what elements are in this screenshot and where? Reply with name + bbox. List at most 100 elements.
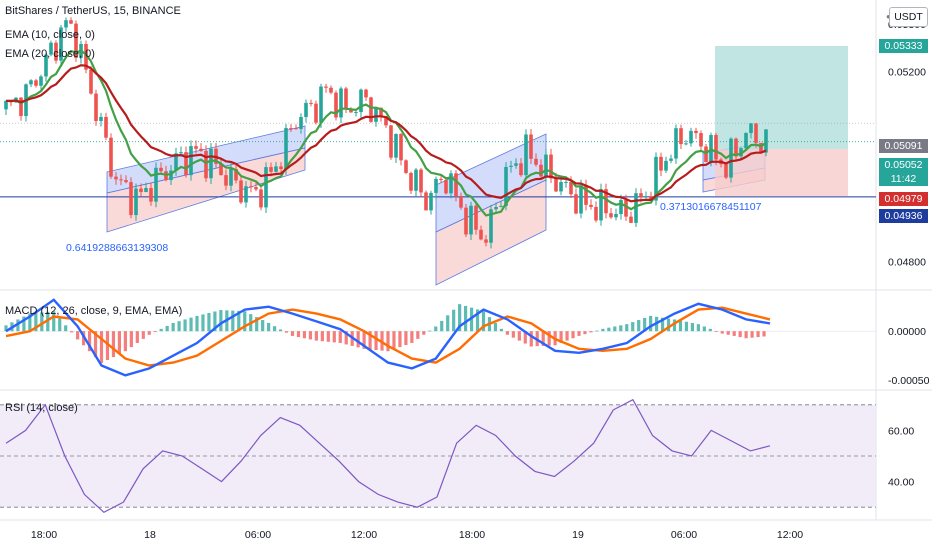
candle-body <box>619 199 623 215</box>
macd-histogram-bar <box>141 331 145 339</box>
macd-histogram-bar <box>505 331 509 335</box>
countdown-tag: 11:42 <box>879 172 928 186</box>
target-price-tag: 0.05333 <box>879 39 928 53</box>
macd-histogram-bar <box>296 331 301 338</box>
macd-histogram-bar <box>237 310 241 332</box>
currency-button[interactable]: USDT <box>889 7 928 27</box>
macd-pane <box>0 298 876 377</box>
macd-histogram-bar <box>93 331 98 358</box>
candle-body <box>294 128 298 130</box>
main-y-tick-label: 0.04800 <box>888 256 926 268</box>
macd-histogram-bar <box>386 331 390 352</box>
candle-body <box>579 185 583 214</box>
macd-histogram-bar <box>356 331 360 348</box>
candle-body <box>359 89 363 113</box>
candle-body <box>369 97 373 122</box>
candle-body <box>689 130 693 144</box>
macd-histogram-bar <box>87 331 92 352</box>
candle-body <box>389 125 393 158</box>
candle-body <box>524 134 528 176</box>
stop-price-tag: 0.05091 <box>879 139 928 153</box>
candle-body <box>414 169 418 191</box>
macd-signal-line <box>5 306 771 367</box>
macd-histogram-bar <box>177 321 181 332</box>
macd-histogram-bar <box>4 325 8 332</box>
macd-histogram-bar <box>756 331 760 338</box>
macd-histogram-bar <box>738 331 742 338</box>
macd-histogram-bar <box>111 331 116 358</box>
macd-histogram-bar <box>58 318 62 332</box>
long-target-zone <box>715 46 848 149</box>
rsi-line <box>5 398 771 514</box>
candle-body <box>594 206 598 221</box>
macd-histogram-bar <box>195 315 199 332</box>
macd-histogram-bar <box>338 331 342 343</box>
main-y-tick-label: 0.05200 <box>888 66 926 78</box>
macd-histogram-bar <box>183 319 187 332</box>
macd-legend[interactable]: MACD (12, 26, close, 9, EMA, EMA) <box>5 305 183 317</box>
macd-histogram-bar <box>607 327 611 332</box>
ema10-legend[interactable]: EMA (10, close, 0) <box>5 29 95 41</box>
macd-histogram-bar <box>129 331 133 348</box>
candle-body <box>454 173 458 197</box>
candle-body <box>464 207 468 235</box>
candle-body <box>274 166 278 172</box>
candle-body <box>549 154 553 179</box>
candle-body <box>644 196 648 198</box>
macd-histogram-bar <box>231 310 235 332</box>
candle-body <box>459 196 463 208</box>
macd-histogram-bar <box>613 326 617 332</box>
candle-body <box>654 156 658 201</box>
macd-histogram-bar <box>702 326 706 332</box>
candle-body <box>139 188 143 193</box>
candle-body <box>554 178 558 192</box>
macd-histogram-bar <box>649 315 653 332</box>
macd-histogram-bar <box>440 320 444 332</box>
candle-body <box>149 188 153 202</box>
candle-body <box>314 103 318 123</box>
candle-body <box>539 164 543 177</box>
candle-body <box>629 216 633 223</box>
macd-histogram-bar <box>541 331 545 346</box>
rsi-legend[interactable]: RSI (14, close) <box>5 402 78 414</box>
macd-histogram-bar <box>565 331 569 341</box>
macd-histogram-bar <box>374 331 378 351</box>
macd-histogram-bar <box>690 322 695 332</box>
candle-body <box>354 112 358 114</box>
lock-icon[interactable]: ● <box>886 12 891 21</box>
candle-body <box>109 137 113 177</box>
candle-body <box>94 93 98 122</box>
macd-histogram-bar <box>16 319 20 332</box>
candle-body <box>704 146 708 162</box>
chart-title: BitShares / TetherUS, 15, BINANCE <box>5 5 181 17</box>
hline-price-tag: 0.04936 <box>879 209 928 223</box>
candle-body <box>199 148 203 151</box>
macd-histogram-bar <box>481 311 486 332</box>
x-tick-label: 12:00 <box>777 529 803 541</box>
candle-body <box>239 180 243 203</box>
candle-body <box>89 69 93 94</box>
candle-body <box>329 87 333 93</box>
macd-histogram-bar <box>463 305 468 332</box>
macd-histogram-bar <box>117 331 122 355</box>
macd-histogram-bar <box>105 331 110 361</box>
candle-body <box>249 186 253 188</box>
macd-histogram-bar <box>159 328 163 332</box>
candle-body <box>659 156 663 171</box>
macd-histogram-bar <box>22 316 26 332</box>
candle-body <box>384 116 388 126</box>
candle-body <box>679 128 683 145</box>
candle-body <box>419 169 423 193</box>
candle-body <box>309 102 313 104</box>
ema20-legend[interactable]: EMA (20, close, 0) <box>5 48 95 60</box>
candle-body <box>184 152 188 176</box>
macd-histogram-bar <box>28 313 32 332</box>
candle-body <box>64 20 68 28</box>
macd-histogram-bar <box>290 331 295 336</box>
macd-histogram-bar <box>708 328 712 332</box>
candle-body <box>264 167 268 208</box>
candle-body <box>569 181 573 195</box>
candle-body <box>684 143 688 145</box>
macd-histogram-bar <box>135 331 139 343</box>
macd-histogram-bar <box>64 325 68 332</box>
